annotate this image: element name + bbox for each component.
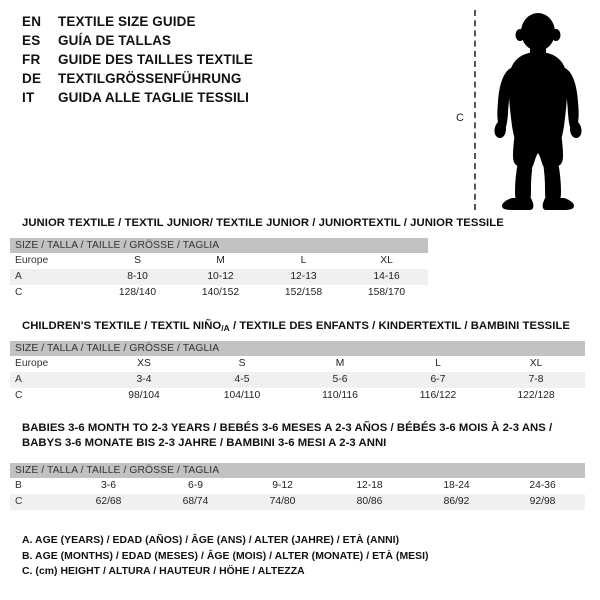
children-size-table: SIZE / TALLA / TAILLE / GRÖSSE / TAGLIA … [10,341,586,404]
cell: XS [137,358,151,369]
cell: 12-18 [356,480,383,491]
row-label: B [15,480,22,491]
cell: S [134,255,141,266]
cell: 4-5 [234,374,250,385]
cell: 116/122 [419,390,457,401]
children-title-subscript: /A [221,323,230,333]
footnote-c: C. (cm) HEIGHT / ALTURA / HAUTEUR / HÖHE… [22,566,305,577]
height-marker-label: C [456,112,464,124]
language-title-de: TEXTILGRÖSSENFÜHRUNG [58,71,242,86]
language-code-fr: FR [22,52,41,67]
table-row: Europe XS S M L XL [10,356,586,372]
cell: 3-6 [101,480,116,491]
cell: 3-4 [136,374,152,385]
babies-size-table: SIZE / TALLA / TAILLE / GRÖSSE / TAGLIA … [10,463,586,510]
row-label: C [15,390,23,401]
language-row-es: ES GUÍA DE TALLAS [22,33,422,52]
cell: 6-9 [188,480,203,491]
language-title-block: EN TEXTILE SIZE GUIDE ES GUÍA DE TALLAS … [22,14,422,109]
cell: 12-13 [290,271,317,282]
language-row-en: EN TEXTILE SIZE GUIDE [22,14,422,33]
cell: 8-10 [127,271,148,282]
language-code-de: DE [22,71,42,86]
cell: 74/80 [269,496,296,507]
language-code-it: IT [22,90,35,105]
cell: 86/92 [443,496,470,507]
cell: 18-24 [443,480,470,491]
toddler-silhouette-icon [494,13,582,210]
junior-table-header: SIZE / TALLA / TAILLE / GRÖSSE / TAGLIA [10,238,429,253]
cell: 104/110 [223,390,261,401]
table-row: C 62/68 68/74 74/80 80/86 86/92 92/98 [10,494,586,510]
cell: 128/140 [118,287,157,298]
cell: 68/74 [182,496,209,507]
cell: 158/170 [367,287,406,298]
cell: M [216,255,225,266]
cell: 10-12 [207,271,234,282]
table-row: Europe S M L XL [10,253,429,269]
children-title-part2: / TEXTILE DES ENFANTS / KINDERTEXTIL / B… [229,320,570,332]
cell: 14-16 [373,271,400,282]
children-table-header: SIZE / TALLA / TAILLE / GRÖSSE / TAGLIA [10,341,586,356]
cell: 5-6 [332,374,348,385]
table-header-row: SIZE / TALLA / TAILLE / GRÖSSE / TAGLIA [10,238,429,253]
row-label: Europe [15,255,49,266]
cell: XL [529,358,543,369]
table-row: A 8-10 10-12 12-13 14-16 [10,269,429,285]
cell: L [435,358,441,369]
language-row-fr: FR GUIDE DES TAILLES TEXTILE [22,52,422,71]
row-label: A [15,374,22,385]
cell: L [300,255,307,266]
footnote-a: A. AGE (YEARS) / EDAD (AÑOS) / ÂGE (ANS)… [22,535,400,546]
table-row: C 128/140 140/152 152/158 158/170 [10,285,429,301]
row-label: A [15,271,22,282]
cell: XL [380,255,393,266]
row-label: Europe [15,358,49,369]
babies-table-header: SIZE / TALLA / TAILLE / GRÖSSE / TAGLIA [10,463,586,478]
cell: 9-12 [272,480,293,491]
cell: 98/104 [128,390,160,401]
cell: S [238,358,246,369]
height-measurement-figure: C [440,6,600,214]
language-title-es: GUÍA DE TALLAS [58,33,172,48]
language-row-de: DE TEXTILGRÖSSENFÜHRUNG [22,71,422,90]
language-title-it: GUIDA ALLE TAGLIE TESSILI [58,90,249,105]
row-label: C [15,287,23,298]
height-dashed-line [474,10,476,210]
cell: 122/128 [517,390,555,401]
table-header-row: SIZE / TALLA / TAILLE / GRÖSSE / TAGLIA [10,463,586,478]
cell: 62/68 [95,496,122,507]
cell: 6-7 [430,374,446,385]
table-row: C 98/104 104/110 110/116 116/122 122/128 [10,388,586,404]
cell: 24-36 [529,480,556,491]
cell: 92/98 [529,496,556,507]
language-title-fr: GUIDE DES TAILLES TEXTILE [58,52,254,67]
cell: 152/158 [284,287,323,298]
footnote-b: B. AGE (MONTHS) / EDAD (MESES) / ÂGE (MO… [22,550,429,562]
table-row: A 3-4 4-5 5-6 6-7 7-8 [10,372,586,388]
cell: 7-8 [528,374,544,385]
junior-size-table: SIZE / TALLA / TAILLE / GRÖSSE / TAGLIA … [10,238,429,301]
cell: 140/152 [201,287,240,298]
section-title-children: CHILDREN'S TEXTILE / TEXTIL NIÑO/A / TEX… [22,319,570,336]
table-header-row: SIZE / TALLA / TAILLE / GRÖSSE / TAGLIA [10,341,586,356]
babies-title-line1: BABIES 3-6 MONTH TO 2-3 YEARS / BEBÉS 3-… [22,422,553,434]
language-code-en: EN [22,14,42,29]
language-code-es: ES [22,33,41,48]
cell: 80/86 [356,496,383,507]
babies-title-line2: BABYS 3-6 MONATE BIS 2-3 JAHRE / BAMBINI… [22,437,387,449]
table-row: B 3-6 6-9 9-12 12-18 18-24 24-36 [10,478,586,494]
cell: M [335,358,345,369]
legend-footnotes: A. AGE (YEARS) / EDAD (AÑOS) / ÂGE (ANS)… [22,533,542,580]
row-label: C [15,496,23,507]
section-title-babies: BABIES 3-6 MONTH TO 2-3 YEARS / BEBÉS 3-… [22,421,552,451]
language-row-it: IT GUIDA ALLE TAGLIE TESSILI [22,90,422,109]
children-title-part1: CHILDREN'S TEXTILE / TEXTIL NIÑO [22,320,222,332]
cell: 110/116 [322,390,358,401]
section-title-junior: JUNIOR TEXTILE / TEXTIL JUNIOR/ TEXTILE … [22,217,504,229]
language-title-en: TEXTILE SIZE GUIDE [58,14,196,29]
